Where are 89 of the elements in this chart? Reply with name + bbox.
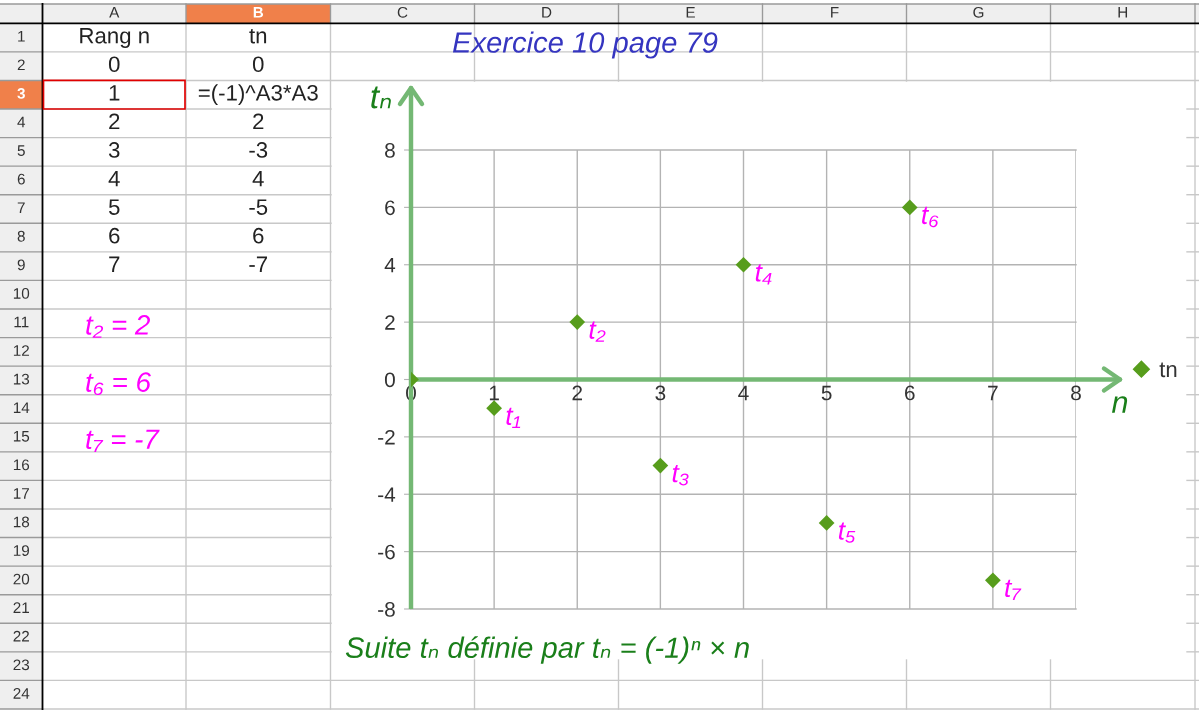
annotation: t₇ — [1005, 579, 1022, 600]
text: 17 — [13, 488, 29, 499]
text: 2 — [109, 113, 120, 130]
text: 20 — [13, 573, 30, 585]
text: t₆ = 6 — [86, 372, 151, 396]
x-tick-label: 5 — [821, 385, 832, 401]
point — [818, 515, 835, 531]
text: t₇ = -7 — [86, 429, 160, 453]
point — [985, 572, 1001, 589]
text: 0 — [108, 56, 120, 73]
text: 23 — [13, 659, 30, 671]
y-tick-label: 8 — [385, 143, 395, 158]
text: 24 — [13, 687, 30, 699]
y-tick-label: -4 — [378, 487, 396, 502]
text: 10 — [13, 288, 30, 299]
text: 8 — [17, 230, 25, 242]
y-tick-label: -8 — [378, 602, 395, 617]
text: 6 — [17, 173, 25, 185]
point — [486, 400, 502, 417]
annotation: t₅ — [838, 522, 856, 543]
text: 11 — [14, 316, 29, 328]
text: 6 — [109, 227, 120, 244]
x-tick-label: 7 — [988, 385, 998, 401]
text: 2 — [253, 113, 264, 130]
x-tick-label: 4 — [738, 385, 749, 401]
text: 0 — [252, 56, 264, 73]
text: =(-1)^A3*A3 — [198, 84, 318, 106]
text: A — [109, 7, 120, 18]
x-tick-label: 1 — [489, 385, 499, 401]
point — [901, 199, 918, 216]
x-tick-label: 3 — [655, 385, 666, 401]
text: 1 — [18, 31, 25, 42]
text: Rang n — [80, 28, 149, 48]
text: 13 — [13, 373, 30, 385]
text: -3 — [249, 142, 268, 158]
text: 4 — [252, 170, 264, 187]
y-tick-label: -6 — [378, 544, 395, 560]
y-tick-label: 0 — [384, 372, 395, 388]
point — [735, 256, 752, 273]
point — [652, 457, 669, 474]
x-tick-label: 6 — [905, 385, 915, 401]
text: F — [831, 7, 839, 18]
text: C — [397, 6, 408, 18]
text: 15 — [13, 431, 30, 442]
text: H — [1118, 7, 1128, 18]
text: B — [253, 7, 264, 18]
text: t₂ = 2 — [86, 315, 151, 338]
x-axis-title: n — [1112, 396, 1128, 413]
annotation: t₃ — [672, 465, 689, 486]
text: 19 — [13, 545, 30, 556]
text: G — [973, 6, 984, 18]
text: 21 — [13, 602, 29, 613]
text: 14 — [13, 402, 30, 413]
text: 22 — [13, 630, 29, 642]
text: tn — [249, 28, 267, 44]
text: 9 — [17, 259, 25, 271]
annotation: t₄ — [755, 264, 772, 285]
text: 6 — [253, 227, 264, 244]
y-tick-label: 6 — [385, 200, 395, 216]
annotation: t₂ — [589, 321, 606, 342]
x-tick-label: 8 — [1071, 385, 1081, 401]
y-tick-label: -2 — [378, 429, 395, 445]
text: 12 — [13, 345, 29, 356]
text: 1 — [109, 85, 120, 101]
text: Suite tₙ définie par tₙ = (-1)ⁿ × n — [345, 636, 749, 664]
text: 16 — [13, 459, 30, 471]
text: 3 — [17, 88, 25, 99]
text: -7 — [249, 256, 268, 272]
text: E — [686, 7, 695, 18]
point — [569, 314, 586, 330]
annotation: t₆ — [922, 206, 939, 228]
text: 4 — [17, 116, 26, 128]
text: 7 — [17, 202, 25, 213]
text: 5 — [108, 199, 120, 215]
text: 3 — [108, 142, 120, 158]
text: -5 — [249, 199, 268, 215]
text: 18 — [13, 516, 30, 528]
chart-title: Exercice 10 page 79 — [452, 31, 718, 59]
text: 7 — [109, 256, 120, 272]
text: D — [542, 7, 552, 18]
text: 5 — [17, 145, 25, 156]
y-tick-label: 2 — [385, 315, 395, 330]
annotation: t₁ — [506, 407, 521, 428]
legend-label: tn — [1159, 362, 1177, 378]
text: 2 — [17, 59, 25, 71]
y-axis-title: tₙ — [371, 86, 391, 109]
y-tick-label: 4 — [384, 257, 396, 273]
text: 4 — [108, 170, 120, 187]
x-tick-label: 2 — [572, 385, 582, 401]
